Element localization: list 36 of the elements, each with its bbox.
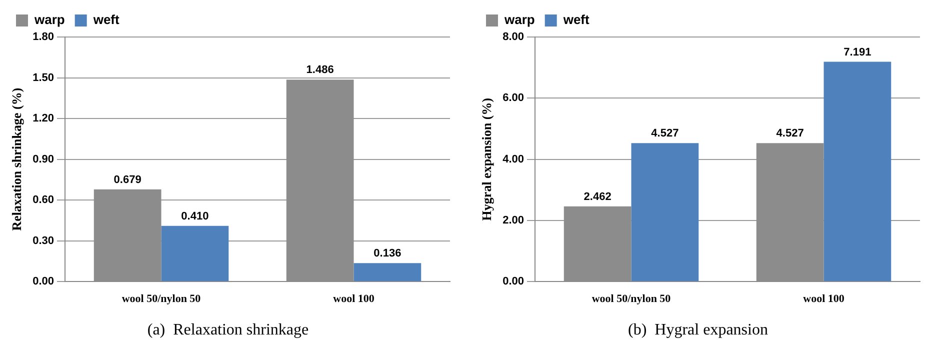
y-axis-title: Hygral expansion (%) — [479, 98, 494, 221]
data-label: 7.191 — [844, 46, 872, 58]
y-axis-title: Relaxation shrinkage (%) — [9, 88, 24, 231]
data-label: 1.486 — [306, 64, 334, 76]
y-tick-label: 8.00 — [502, 31, 524, 44]
bar — [354, 263, 422, 282]
x-tick-label: wool 50/nylon 50 — [592, 293, 672, 306]
data-label: 2.462 — [584, 190, 612, 203]
y-tick-label: 0.90 — [32, 153, 54, 166]
data-label: 4.527 — [776, 128, 804, 140]
y-tick-label: 4.00 — [502, 153, 524, 166]
y-tick-label: 2.00 — [502, 214, 524, 226]
y-tick-label: 6.00 — [502, 92, 524, 104]
bar — [161, 226, 229, 282]
y-tick-label: 0.00 — [502, 276, 524, 288]
legend-label: warp — [34, 12, 65, 28]
y-tick-label: 1.80 — [32, 31, 54, 44]
bar — [631, 143, 699, 282]
y-tick-label: 0.60 — [32, 194, 54, 206]
data-label: 0.410 — [181, 210, 209, 222]
legend-label: weft — [562, 12, 590, 28]
y-tick-label: 0.30 — [32, 234, 54, 247]
y-tick-label: 0.00 — [32, 276, 54, 288]
legend-label: warp — [504, 12, 535, 28]
text: (a) Relaxation shrinkage — [147, 322, 309, 339]
bar — [824, 62, 892, 282]
x-tick-label: wool 100 — [803, 293, 845, 306]
y-tick-label: 1.50 — [32, 72, 54, 84]
y-tick-label: 1.20 — [32, 112, 54, 125]
x-tick-label: wool 50/nylon 50 — [122, 293, 202, 306]
data-label: 0.679 — [114, 174, 142, 186]
x-tick-label: wool 100 — [333, 293, 375, 306]
legend-label: weft — [92, 12, 120, 28]
data-label: 0.136 — [374, 248, 402, 260]
data-label: 4.527 — [651, 128, 679, 140]
text: (b) Hygral expansion — [628, 322, 768, 339]
